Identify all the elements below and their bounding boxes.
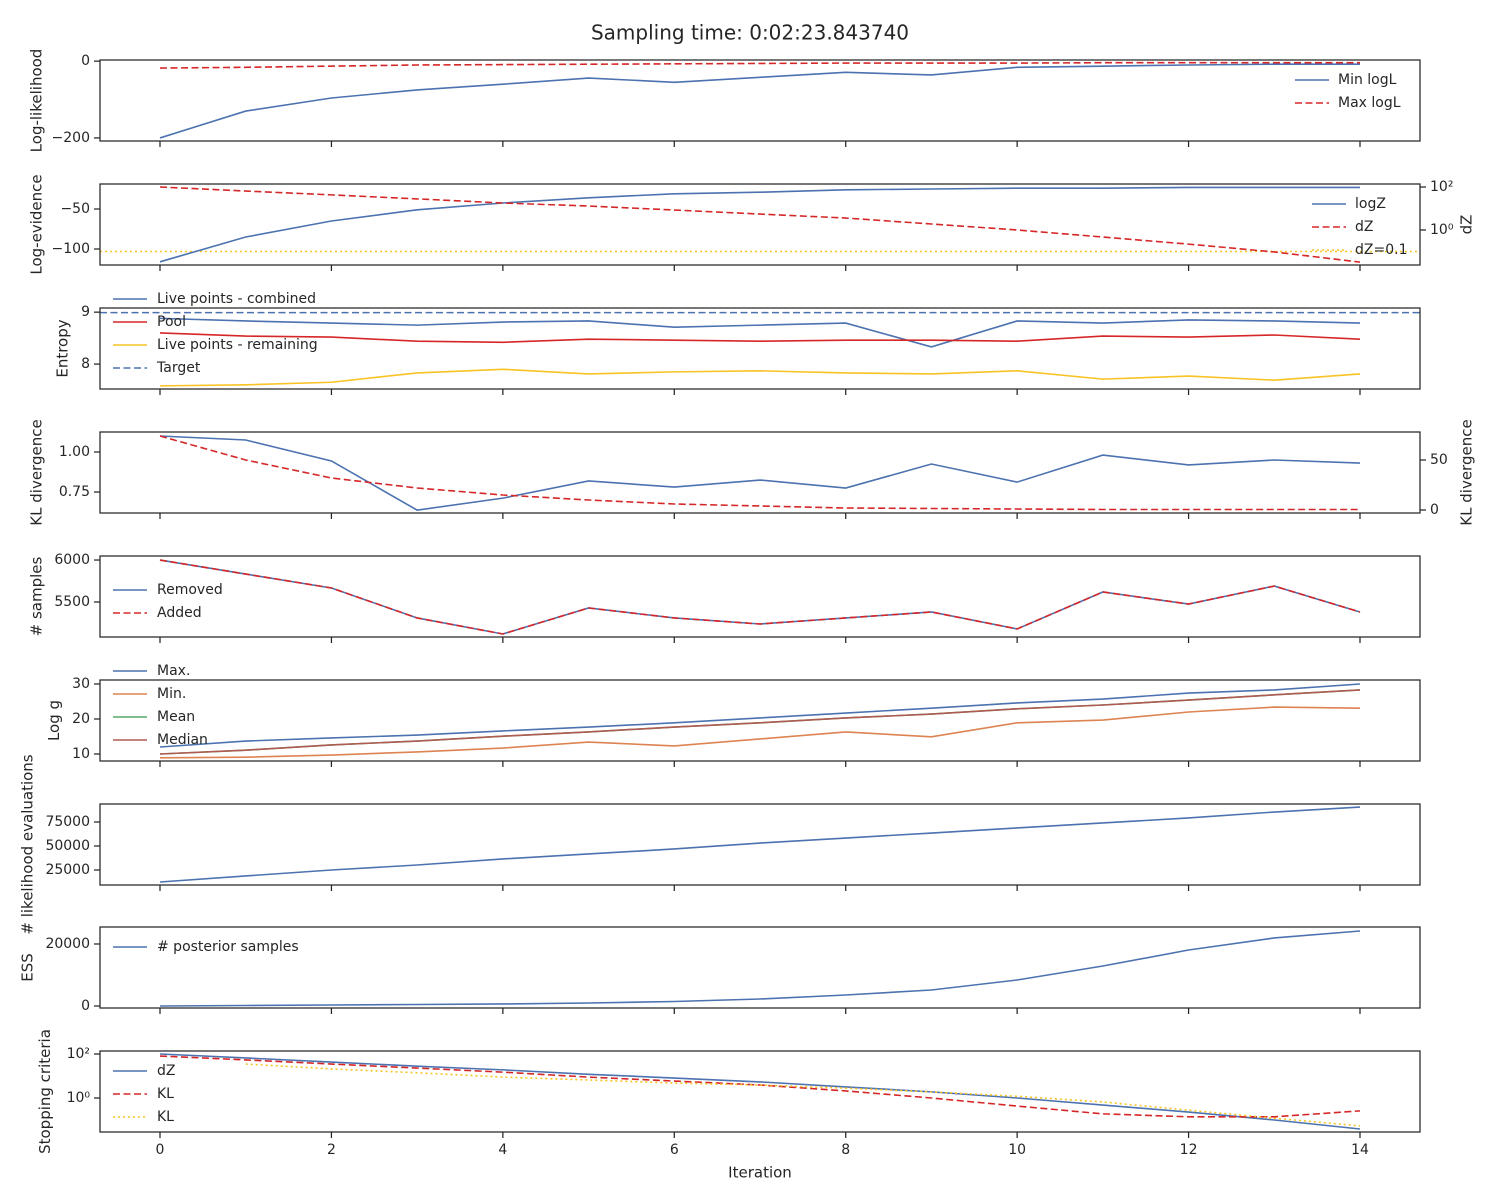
series-line	[159, 1055, 1361, 1118]
y-axis-label: ESS	[19, 953, 37, 982]
legend-label: Removed	[157, 582, 223, 598]
y2-axis-label: KL divergence	[1458, 419, 1476, 525]
legend-label: Max logL	[1338, 95, 1401, 111]
series-line	[159, 435, 1361, 511]
y-axis-label: Entropy	[54, 319, 72, 377]
y-tick-label: 6000	[54, 552, 90, 568]
y-tick-label: 0	[81, 53, 90, 69]
y-tick-label: −200	[52, 130, 90, 146]
legend-label: Live points - remaining	[157, 337, 318, 353]
axes-frame	[99, 926, 1421, 1009]
y-tick-label: 8	[81, 356, 90, 372]
x-tick-label: 14	[1351, 1142, 1369, 1158]
legend-label: Mean	[157, 709, 195, 725]
y-axis-label: # samples	[27, 556, 45, 636]
y-tick-label: 10²	[67, 1046, 90, 1062]
y-tick-label: 9	[81, 304, 90, 320]
legend-label: Max.	[157, 663, 190, 679]
y2-tick-label: 10⁰	[1430, 222, 1454, 238]
x-tick-label: 2	[327, 1142, 336, 1158]
figure-title: Sampling time: 0:02:23.843740	[591, 21, 909, 45]
y-tick-label: 25000	[45, 862, 90, 878]
y-tick-label: 10⁰	[67, 1090, 91, 1106]
series-line	[159, 435, 1360, 511]
y-tick-label: 5500	[54, 594, 90, 610]
y-tick-label: 10	[72, 746, 90, 762]
series-line	[159, 61, 1360, 69]
legend-label: Live points - combined	[157, 291, 316, 307]
y-tick-label: 20	[72, 711, 90, 727]
series-line	[159, 806, 1361, 883]
axes-frame	[99, 59, 1421, 142]
legend-label: dZ	[1355, 219, 1373, 235]
y-tick-label: 50000	[45, 838, 90, 854]
y-axis-label: Log g	[45, 700, 63, 741]
axes-frame	[99, 555, 1421, 638]
y2-axis-label: dZ	[1458, 215, 1476, 235]
y-tick-label: 75000	[45, 814, 90, 830]
y-axis-label: KL divergence	[27, 419, 45, 525]
series-line	[159, 332, 1361, 344]
y-tick-label: 1.00	[59, 444, 90, 460]
y-tick-label: 0	[81, 998, 90, 1014]
axes-frame	[99, 679, 1421, 762]
axes-frame	[99, 1050, 1421, 1133]
y-tick-label: 30	[72, 676, 90, 692]
series-line	[159, 186, 1360, 263]
series-line	[159, 186, 1361, 263]
series-line	[159, 706, 1361, 759]
axes-frame	[99, 431, 1421, 514]
legend-label: Pool	[157, 314, 186, 330]
x-tick-label: 12	[1180, 1142, 1198, 1158]
axes-frame	[99, 803, 1421, 886]
legend-label: Min logL	[1338, 72, 1397, 88]
y2-tick-label: 10²	[1430, 179, 1453, 195]
x-axis-label: Iteration	[728, 1164, 792, 1182]
y-axis-label: Stopping criteria	[36, 1029, 54, 1154]
x-tick-label: 10	[1008, 1142, 1026, 1158]
y2-tick-label: 0	[1430, 502, 1439, 518]
legend-label: KL	[157, 1086, 174, 1102]
y-axis-label: # likelihood evaluations	[19, 754, 37, 934]
axes-frame	[99, 183, 1421, 266]
series-line	[159, 368, 1361, 387]
series-line	[159, 559, 1361, 635]
y-tick-label: −100	[52, 241, 90, 257]
y-axis-label: Log-evidence	[27, 174, 45, 274]
legend-label: KL	[157, 1109, 174, 1125]
series-line	[159, 689, 1361, 755]
x-tick-label: 6	[670, 1142, 679, 1158]
y-tick-label: 0.75	[59, 484, 90, 500]
y2-tick-label: 50	[1430, 452, 1448, 468]
series-line	[159, 683, 1361, 748]
legend-label: Median	[157, 732, 208, 748]
x-tick-label: 8	[841, 1142, 850, 1158]
legend-label: dZ=0.1	[1355, 242, 1407, 258]
series-line	[159, 930, 1361, 1007]
series-line	[245, 1063, 1361, 1127]
legend-label: Added	[157, 605, 202, 621]
legend-label: # posterior samples	[157, 939, 299, 955]
y-tick-label: 20000	[45, 936, 90, 952]
axes-frame	[99, 307, 1421, 390]
legend-label: dZ	[157, 1063, 175, 1079]
series-line	[159, 63, 1360, 139]
x-tick-label: 4	[498, 1142, 507, 1158]
legend-label: Target	[156, 360, 201, 376]
series-line	[159, 317, 1361, 348]
y-axis-label: Log-likelihood	[27, 49, 45, 153]
x-tick-label: 0	[156, 1142, 165, 1158]
legend-label: Min.	[157, 686, 186, 702]
series-line	[159, 1053, 1361, 1130]
y-tick-label: −50	[60, 201, 90, 217]
legend-label: logZ	[1355, 196, 1386, 212]
